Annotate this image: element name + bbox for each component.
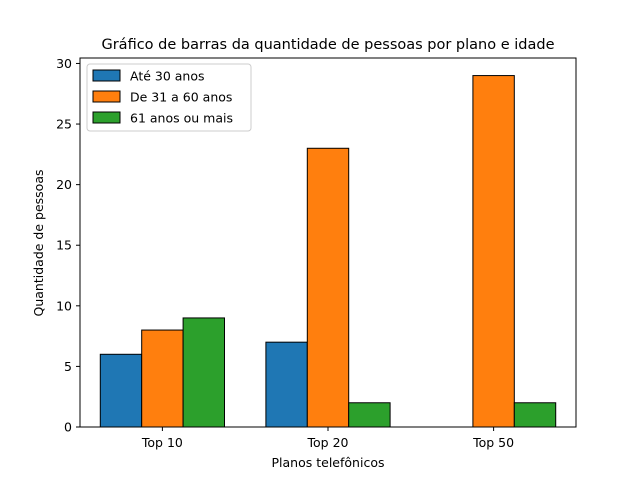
bar-at-30-anos-top-20 <box>265 341 308 428</box>
x-tick-label: Top 10 <box>141 435 183 450</box>
bar-61-anos-ou-mais-top-20 <box>348 402 391 428</box>
y-tick-label: 20 <box>56 177 72 192</box>
legend-label: De 31 a 60 anos <box>130 90 232 105</box>
bars-layer <box>99 75 557 428</box>
bar-de-31-a-60-anos-top-20 <box>306 147 350 428</box>
x-axis-label: Planos telefônicos <box>272 455 385 470</box>
x-tick-label: Top 50 <box>472 435 514 450</box>
bar-61-anos-ou-mais-top-50 <box>513 402 557 428</box>
bar-61-anos-ou-mais-top-10 <box>182 317 225 428</box>
legend-items: Até 30 anos De 31 a 60 anos 61 anos ou mai… <box>92 69 233 126</box>
y-tick-label: 15 <box>56 238 72 253</box>
legend-swatch <box>92 90 121 103</box>
y-tick-label: 0 <box>64 420 72 435</box>
legend-swatch <box>92 69 121 82</box>
y-tick-label: 10 <box>56 298 72 313</box>
y-tick-label: 5 <box>64 359 72 374</box>
legend-label: Até 30 anos <box>130 69 205 84</box>
bar-at-30-anos-top-10 <box>99 353 143 428</box>
legend: Até 30 anos De 31 a 60 anos 61 anos ou mai… <box>86 63 252 132</box>
x-tick-label: Top 20 <box>307 435 349 450</box>
bar-de-31-a-60-anos-top-10 <box>141 329 184 428</box>
y-tick-label: 30 <box>56 56 72 71</box>
ticks-layer: 0 5 10 15 20 25 30 Top 10 Top 20 Top 50 <box>56 56 514 450</box>
legend-box <box>86 63 252 132</box>
y-tick-label: 25 <box>56 117 72 132</box>
bar-de-31-a-60-anos-top-50 <box>472 75 515 428</box>
legend-label: 61 anos ou mais <box>130 111 233 126</box>
y-axis-label: Quantidade de pessoas <box>31 170 46 317</box>
legend-swatch <box>92 111 121 124</box>
chart-title: Gráfico de barras da quantidade de pesso… <box>101 37 554 53</box>
